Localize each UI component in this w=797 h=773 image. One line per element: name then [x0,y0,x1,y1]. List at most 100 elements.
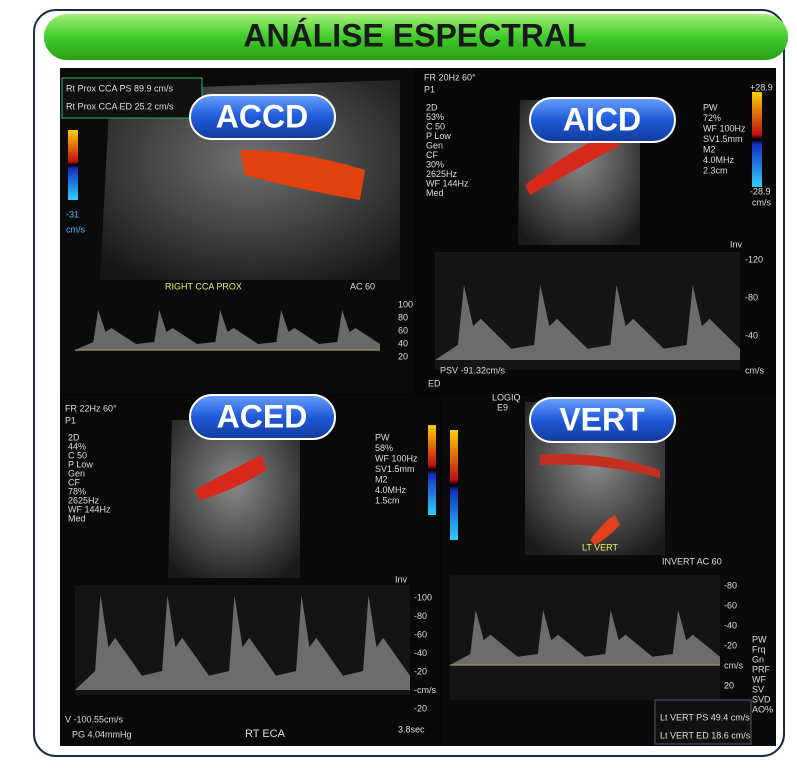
label: 3.8sec [398,724,425,734]
badge-label: ACCD [216,98,308,134]
badge-label: ACED [217,398,308,434]
color-bar [68,130,78,200]
label: P1 [424,84,435,94]
scale-label: -40 [724,620,737,630]
parameter: PRF [752,664,771,674]
parameter: WF 144Hz [68,504,111,514]
parameter: WF 100Hz [375,453,418,463]
label: cm/s [66,224,85,234]
parameter: 1.5cm [375,495,400,505]
badge [529,397,676,443]
scale-label: 20 [724,680,734,690]
scale-label: cm/s [724,660,743,670]
scale-label: -120 [745,254,763,264]
doppler-flow [590,515,620,545]
label: Inv [395,574,408,584]
badge [189,394,336,440]
label: LT VERT [582,542,619,552]
label: INVERT AC 60 [662,556,722,566]
label: Inv [730,239,743,249]
parameter: PW [752,634,767,644]
doppler-flow [195,455,266,500]
parameter: 44% [68,441,86,451]
readout: Lt VERT ED 18.6 cm/s [660,730,751,740]
parameter: 2625Hz [68,495,100,505]
waveform [75,595,410,690]
badge [189,94,336,140]
scale-label: -80 [414,611,427,621]
parameter: 2.3cm [703,165,728,175]
readout: Rt Prox CCA PS 89.9 cm/s [66,83,174,93]
parameter: Med [68,513,86,523]
scale-label: -20 [414,703,427,713]
label: RIGHT CCA PROX [165,281,242,291]
badge-label: AICD [563,101,641,137]
label: -28.9 [750,186,771,196]
images [60,68,776,746]
parameter: 2D [68,432,80,442]
scale-label: 100 [398,299,413,309]
label: E9 [497,402,508,412]
parameter: WF [752,674,766,684]
parameter: SV1.5mm [703,134,743,144]
label: AC 60 [350,281,375,291]
label: PSV -91.32cm/s [440,365,506,375]
color-bar [428,425,436,515]
title: ANÁLISE ESPECTRAL [243,17,586,53]
label: FR 22Hz 60° [65,403,117,413]
parameter: Gn [752,654,764,664]
scale-label: 60 [398,325,408,335]
scale-label: -100 [414,592,432,602]
parameter: P Low [68,459,93,469]
scale-label: -cm/s [414,685,436,695]
parameter: WF 144Hz [426,178,469,188]
scale-label: -80 [745,292,758,302]
parameter: SV [752,684,764,694]
label: cm/s [752,197,771,207]
scale-label: -60 [414,629,427,639]
parameter: C 50 [68,450,87,460]
parameter: CF [426,150,438,160]
parameter: 53% [426,112,444,122]
scale-label: 20 [398,351,408,361]
parameter: WF 100Hz [703,123,746,133]
label: LOGIQ [492,392,521,402]
parameter: AO% [752,704,773,714]
label: RT ECA [245,728,286,740]
scale-label: -20 [414,666,427,676]
doppler-flow [240,150,365,200]
title-banner [44,14,788,60]
badge [529,97,676,143]
label: -31 [66,209,79,219]
ultrasound [168,420,300,578]
parameter: 4.0MHz [375,485,407,495]
parameter: 30% [426,159,444,169]
parameter: Gen [68,468,85,478]
parameter: 78% [68,486,86,496]
scale-label: 80 [398,312,408,322]
color-bar [450,430,458,540]
scale-label: -80 [724,580,737,590]
scale-label: -40 [745,330,758,340]
readout-box [61,77,203,119]
parameter: SVD [752,694,771,704]
readout: Rt Prox CCA ED 25.2 cm/s [66,101,174,111]
label: cm/s [745,365,764,375]
label: V -100.55cm/s [65,714,124,724]
badge-label: VERT [559,401,645,437]
parameter: 58% [375,443,393,453]
parameter: Gen [426,140,443,150]
parameter: CF [68,477,80,487]
doppler-flow [525,130,620,195]
waveform [75,310,380,350]
parameter: M2 [375,474,388,484]
parameter: PW [703,102,718,112]
scale-label: -20 [724,640,737,650]
parameter: M2 [703,144,716,154]
parameter: SV1.5mm [375,464,415,474]
parameter: 72% [703,113,721,123]
doppler-flow [540,454,660,478]
parameter: Med [426,188,444,198]
parameter: PW [375,432,390,442]
